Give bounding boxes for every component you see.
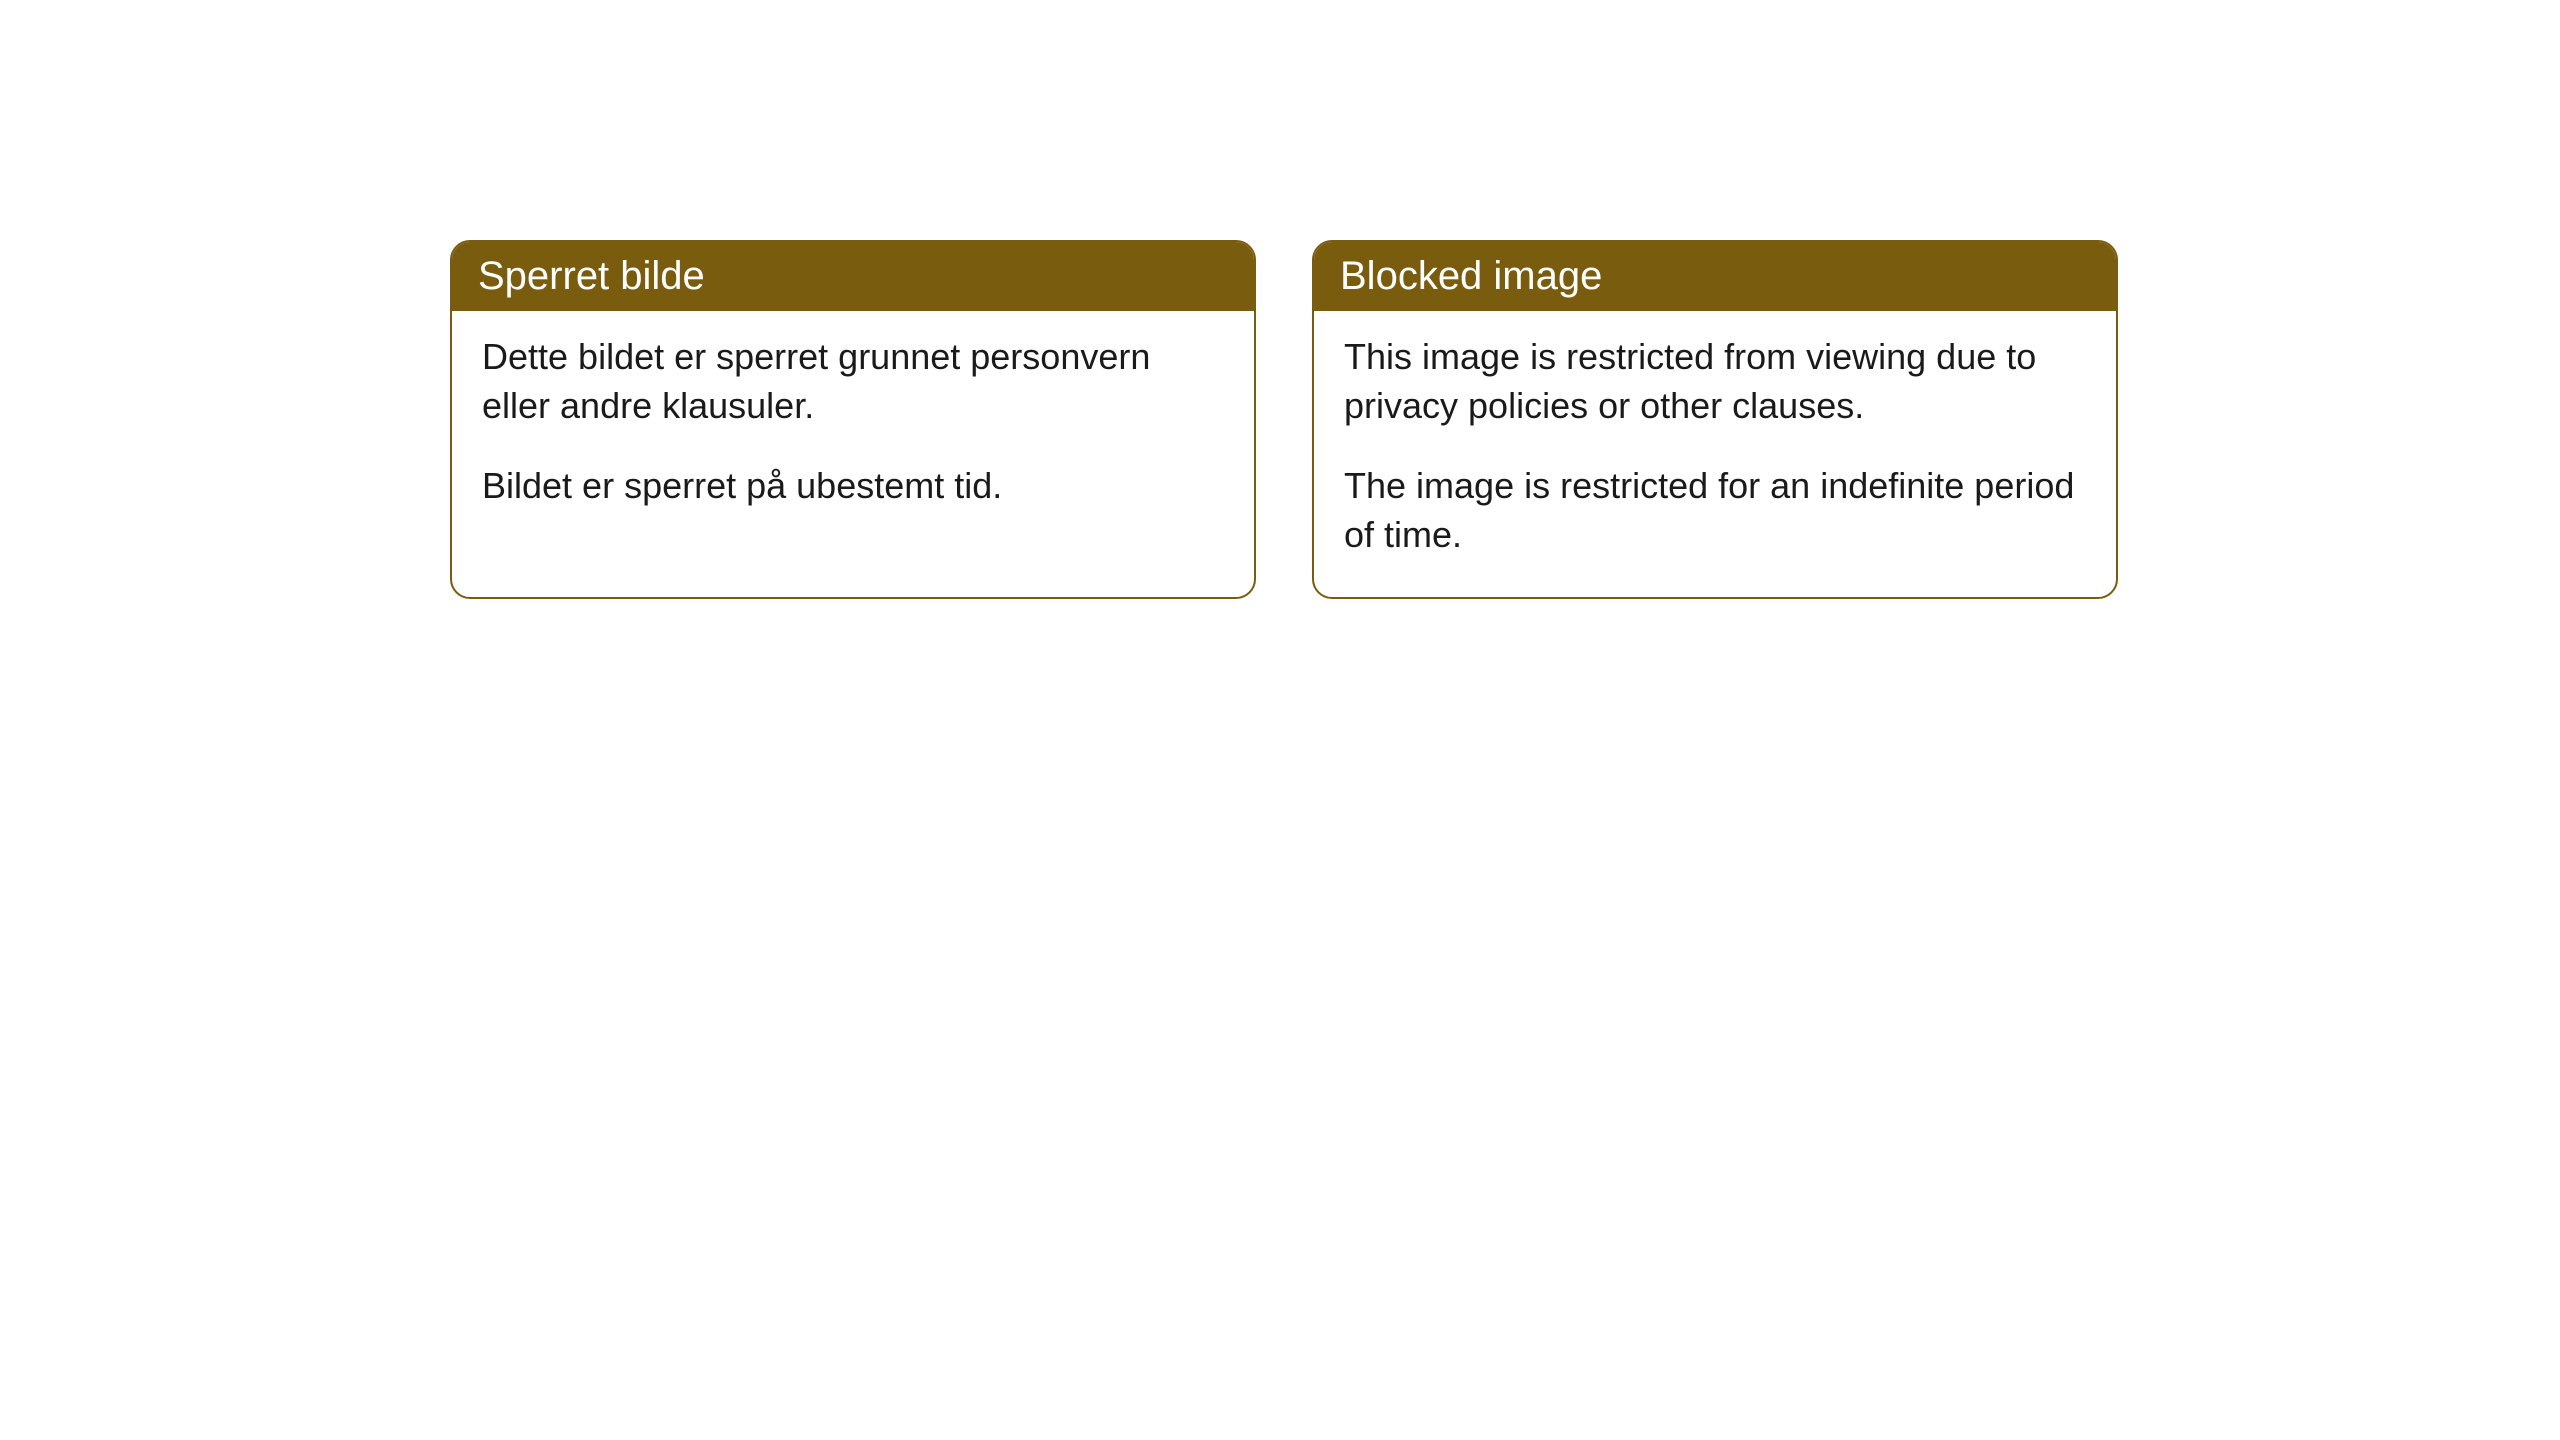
blocked-image-card-no: Sperret bilde Dette bildet er sperret gr… [450, 240, 1256, 599]
card-no-para2: Bildet er sperret på ubestemt tid. [482, 462, 1224, 511]
card-en-para2: The image is restricted for an indefinit… [1344, 462, 2086, 559]
card-body-en: This image is restricted from viewing du… [1314, 311, 2116, 597]
card-body-no: Dette bildet er sperret grunnet personve… [452, 311, 1254, 549]
card-en-para1: This image is restricted from viewing du… [1344, 333, 2086, 430]
blocked-image-card-en: Blocked image This image is restricted f… [1312, 240, 2118, 599]
card-header-en: Blocked image [1314, 242, 2116, 311]
notice-cards-container: Sperret bilde Dette bildet er sperret gr… [450, 240, 2560, 599]
card-no-para1: Dette bildet er sperret grunnet personve… [482, 333, 1224, 430]
card-header-no: Sperret bilde [452, 242, 1254, 311]
